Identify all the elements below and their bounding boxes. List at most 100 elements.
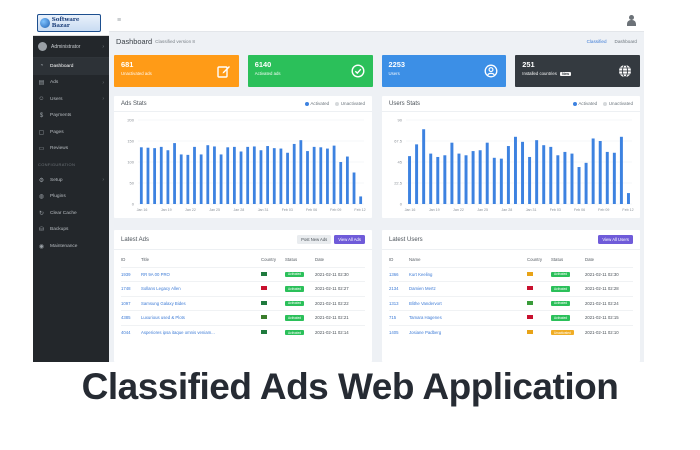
row-id[interactable]: 4044 [121,330,131,335]
table-row[interactable]: 1939 RR 9A 00 PRO Activated 2021-02-11 02:3… [121,266,365,282]
chart-bar[interactable] [199,154,203,204]
chart-bar[interactable] [206,145,210,204]
row-id[interactable]: 2134 [389,286,399,292]
hamburger-menu-icon[interactable]: ≡ [117,17,122,24]
chart-bar[interactable] [186,154,190,204]
table-row[interactable]: 2134 Damien Mertz Activated 2021-02-11 02:2… [389,281,633,296]
chart-bar[interactable] [193,146,196,204]
chart-bar[interactable] [443,155,447,204]
row-id[interactable]: 1366 [389,271,399,277]
sidebar-item-reviews[interactable]: ▭ Reviews [33,141,109,158]
chart-bar[interactable] [499,158,503,204]
row-id[interactable]: 715 [389,315,397,321]
logo[interactable]: Software Bazar [33,10,109,36]
legend-activated[interactable]: Activated [572,101,597,106]
chart-bar[interactable] [605,151,609,204]
row-title-link[interactable]: RR 9A 00 PRO [141,271,170,277]
sidebar-item-plugins[interactable]: ◍ Plugins [33,189,109,206]
chart-bar[interactable] [173,143,176,204]
chart-bar[interactable] [619,136,623,204]
chart-bar[interactable] [246,146,250,204]
chart-bar[interactable] [591,138,595,204]
chart-bar[interactable] [213,146,216,204]
chart-bar[interactable] [492,157,496,204]
chart-bar[interactable] [259,150,263,204]
chart-bar[interactable] [332,145,336,204]
chart-bar[interactable] [159,146,163,204]
chart-bar[interactable] [153,148,157,204]
stat-card-unactivated-ads[interactable]: 681 Unactivated ads [114,55,239,87]
sidebar-item-clear-cache[interactable]: ↻ Clear Cache [33,205,109,222]
post-new-ads-button[interactable]: Post New Ads [297,235,332,244]
legend-activated[interactable]: Activated [304,101,329,106]
chart-bar[interactable] [422,129,426,204]
row-id[interactable]: 1939 [121,271,131,277]
chart-bar[interactable] [279,148,283,204]
chart-bar[interactable] [598,141,602,204]
chart-bar[interactable] [506,146,510,204]
chart-bar[interactable] [570,153,574,204]
sidebar-item-backups[interactable]: ⛁ Backups [33,222,109,239]
chart-bar[interactable] [436,156,440,204]
admin-menu[interactable]: Administrator › [33,36,109,58]
row-id[interactable]: 1097 [121,300,131,306]
chart-bar[interactable] [626,193,630,204]
chart-bar[interactable] [146,147,150,204]
sidebar-item-ads[interactable]: ▤ Ads › [33,75,109,92]
row-id[interactable]: 1313 [389,300,399,306]
legend-unactivated[interactable]: Unactivated [603,101,633,106]
chart-bar[interactable] [577,167,581,204]
breadcrumb-link[interactable]: Classified [586,38,607,44]
view-all-ads-button[interactable]: View All Ads [334,235,365,244]
table-row[interactable]: 1405 Josiane Padberg Unactivated 2021-02-11… [389,324,633,340]
chart-bar[interactable] [450,142,454,204]
table-row[interactable]: 1313 Blithe Vandervort Activated 2021-02-11… [389,295,633,311]
chart-bar[interactable] [266,146,270,204]
chart-bar[interactable] [139,147,143,204]
chart-bar[interactable] [306,151,309,204]
sidebar-item-maintenance[interactable]: ◉ Maintenance [33,238,109,255]
chart-bar[interactable] [359,196,363,204]
table-row[interactable]: 1097 Samsung Galaxy Bides Activated 2021-02… [121,295,365,311]
chart-bar[interactable] [415,144,419,204]
chart-bar[interactable] [563,151,567,204]
row-title-link[interactable]: Damien Mertz [409,286,436,292]
chart-bar[interactable] [319,147,323,204]
sidebar-item-dashboard[interactable]: ◔ Dashboard [33,58,109,75]
chart-bar[interactable] [429,153,433,204]
chart-bar[interactable] [166,150,170,204]
chart-bar[interactable] [485,142,489,204]
chart-bar[interactable] [556,155,560,204]
chart-bar[interactable] [542,145,546,204]
chart-bar[interactable] [292,143,296,204]
sidebar-item-payments[interactable]: $ Payments [33,108,109,125]
row-title-link[interactable]: Sollans Legacy Allen [141,286,181,292]
stat-card-activated-ads[interactable]: 6140 Activated ads [247,55,373,87]
table-row[interactable]: 1366 Kurt Keeling Activated 2021-02-11 02:3… [389,266,633,282]
row-id[interactable]: 4385 [121,315,131,321]
chart-bar[interactable] [299,140,303,204]
chart-bar[interactable] [464,155,468,204]
sidebar-item-pages[interactable]: ▢ Pages [33,124,109,141]
chart-bar[interactable] [478,150,482,204]
chart-bar[interactable] [179,154,183,204]
legend-unactivated[interactable]: Unactivated [335,101,365,106]
sidebar-item-users[interactable]: ☺ Users › [33,91,109,108]
row-title-link[interactable]: Josiane Padberg [409,330,442,335]
stat-card-installed-countries[interactable]: 251 Installed countries New [515,55,640,87]
chart-bar[interactable] [239,151,243,205]
chart-bar[interactable] [232,146,236,204]
chart-bar[interactable] [513,136,517,204]
chart-bar[interactable] [521,141,525,204]
row-title-link[interactable]: Tamara Hagenes [409,315,442,321]
row-id[interactable]: 1405 [389,330,399,335]
chart-bar[interactable] [219,154,223,204]
chart-bar[interactable] [471,151,475,204]
chart-bar[interactable] [549,146,553,204]
row-title-link[interactable]: Asperiores ipsa itaque omnis veniam... [141,330,215,335]
row-title-link[interactable]: Samsung Galaxy Bides [141,300,186,306]
chart-bar[interactable] [584,162,588,204]
chart-bar[interactable] [352,172,356,205]
chart-bar[interactable] [226,147,230,204]
chart-bar[interactable] [286,152,289,204]
